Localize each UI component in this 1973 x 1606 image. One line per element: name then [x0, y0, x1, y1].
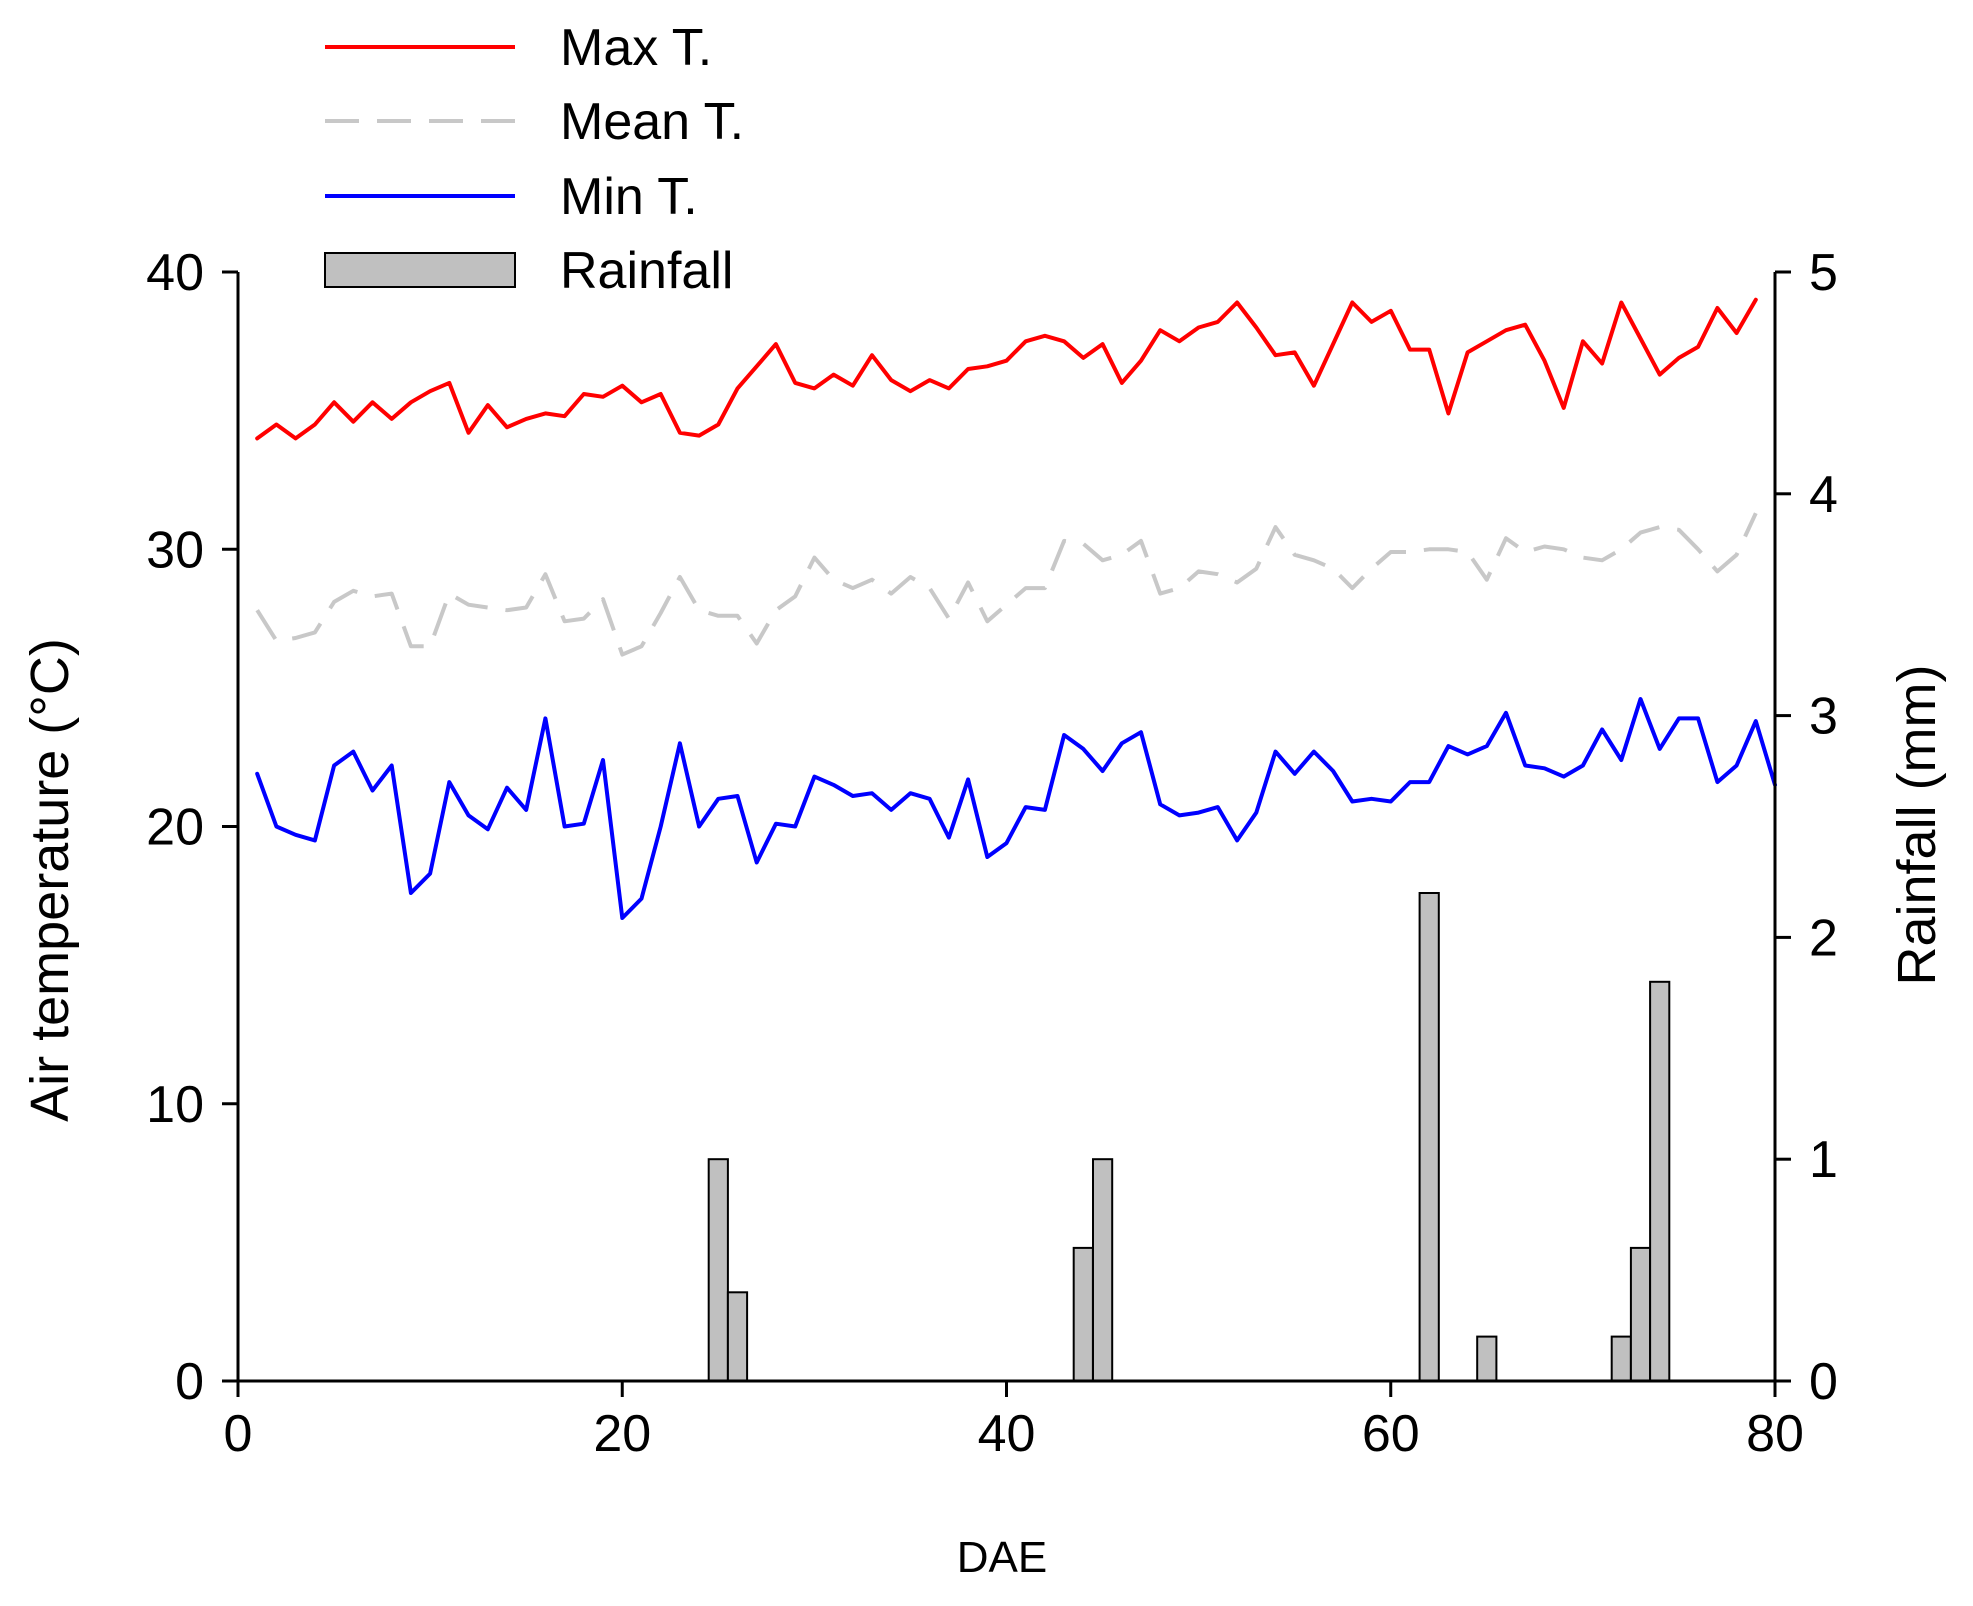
mean-temperature-line — [255, 512, 1758, 657]
rainfall-bar — [1629, 1246, 1652, 1383]
y-tick-label: 20 — [146, 799, 204, 857]
y2-tick-label: 4 — [1809, 466, 1838, 524]
y-axis-label: Air temperature (°C) — [20, 638, 80, 1122]
y-tick-label: 40 — [146, 244, 204, 302]
legend: Max T. Mean T. Min T. Rainfall — [324, 19, 744, 300]
rainfall-bar — [1476, 1335, 1498, 1382]
y2-tick-label: 3 — [1809, 688, 1838, 746]
legend-max-label: Max T. — [560, 19, 712, 77]
x-axis-label: DAE — [957, 1533, 1047, 1582]
min-temperature-line — [255, 697, 1777, 920]
axes — [222, 270, 1791, 1397]
rainfall-bar — [1649, 980, 1671, 1382]
y-tick-label: 30 — [146, 521, 204, 579]
legend-rain-label: Rainfall — [560, 242, 733, 300]
y-tick-label: 0 — [175, 1353, 204, 1411]
y-tick-label: 10 — [146, 1076, 204, 1134]
rainfall-bar — [1072, 1246, 1094, 1383]
legend-min-label: Min T. — [560, 168, 698, 226]
x-tick-label: 0 — [224, 1405, 253, 1463]
rainfall-bar — [707, 1158, 729, 1382]
temperature-lines — [255, 297, 1777, 920]
x-tick-label: 60 — [1362, 1405, 1420, 1463]
y2-tick-label: 2 — [1809, 909, 1838, 967]
y2-tick-label: 5 — [1809, 244, 1838, 302]
legend-mean-label: Mean T. — [560, 93, 744, 151]
max-temperature-line — [255, 297, 1758, 441]
x-tick-label: 20 — [593, 1405, 651, 1463]
x-tick-label: 80 — [1746, 1405, 1804, 1463]
rainfall-bar — [1610, 1335, 1632, 1382]
y2-tick-label: 0 — [1809, 1353, 1838, 1411]
y2-axis-label: Rainfall (mm) — [1887, 664, 1947, 985]
y2-tick-label: 1 — [1809, 1131, 1838, 1189]
legend-rainfall-swatch — [324, 252, 516, 288]
x-tick-label: 40 — [978, 1405, 1036, 1463]
rainfall-bars — [707, 892, 1671, 1383]
rainfall-bar — [726, 1291, 749, 1383]
rainfall-bar — [1418, 892, 1440, 1382]
rainfall-bar — [1092, 1158, 1114, 1382]
